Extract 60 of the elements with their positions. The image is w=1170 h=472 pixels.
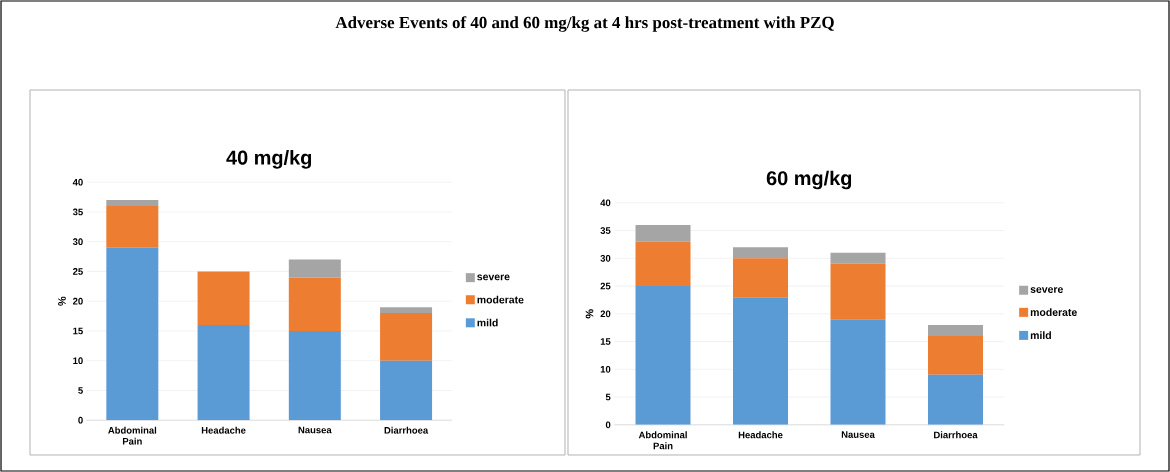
y-tick-label: 30 <box>72 238 83 246</box>
bar <box>197 325 250 421</box>
bar <box>928 374 984 425</box>
bar <box>106 206 159 248</box>
y-tick-label: 5 <box>605 393 611 401</box>
bar <box>733 297 789 425</box>
y-tick-label: 15 <box>600 338 611 345</box>
y-tick-label: 30 <box>600 254 611 262</box>
bar <box>635 286 691 425</box>
legend-label: moderate <box>477 295 524 304</box>
y-tick-label: 10 <box>600 365 611 373</box>
y-tick-label: 40 <box>600 199 611 207</box>
x-tick-label: Headache <box>201 426 246 434</box>
bar <box>928 324 984 337</box>
bar <box>288 259 341 278</box>
y-axis-title: % <box>585 309 594 319</box>
bar <box>635 225 691 242</box>
bar <box>106 247 159 421</box>
bar <box>733 258 789 298</box>
x-tick-label: Abdominal Pain <box>108 426 157 445</box>
y-tick-label: 10 <box>73 357 83 365</box>
y-tick-label: 25 <box>600 282 611 290</box>
legend-label: mild <box>1030 331 1051 340</box>
bar <box>830 263 886 320</box>
y-tick-label: 0 <box>605 421 611 429</box>
y-tick-label: 5 <box>78 387 83 394</box>
bar <box>830 252 886 264</box>
legend-label: moderate <box>1030 308 1077 316</box>
y-tick-label: 20 <box>72 297 83 305</box>
x-tick-label: Diarrhoea <box>934 431 978 439</box>
y-tick-label: 20 <box>600 310 611 318</box>
x-tick-label: Abdominal Pain <box>638 431 687 450</box>
bar <box>380 360 433 421</box>
x-tick-label: Headache <box>738 431 783 439</box>
x-tick-label: Diarrhoea <box>384 426 429 434</box>
x-tick-label: Nausea <box>298 426 332 434</box>
bar <box>928 336 984 375</box>
bar <box>380 313 433 361</box>
y-tick-label: 25 <box>72 268 83 275</box>
y-tick-label: 15 <box>73 327 83 335</box>
y-tick-label: 35 <box>72 208 83 216</box>
legend-label: mild <box>477 318 498 327</box>
legend-label: severe <box>477 274 510 281</box>
y-tick-label: 0 <box>78 416 83 424</box>
bar <box>197 271 250 326</box>
bar <box>106 200 159 207</box>
bar <box>635 241 691 287</box>
x-tick-label: Nausea <box>841 431 875 438</box>
bar <box>830 319 886 425</box>
y-tick-label: 40 <box>72 178 83 186</box>
bar <box>288 277 341 331</box>
chart-title: 40 mg/kg <box>226 150 312 169</box>
bar <box>288 330 341 421</box>
chart-title: 60 mg/kg <box>766 170 852 190</box>
legend-label: severe <box>1030 287 1063 293</box>
bar <box>733 247 789 259</box>
y-axis-title: % <box>58 296 66 306</box>
bar <box>380 307 433 314</box>
text: Adverse Events of 40 and 60 mg/kg at 4 hrs post-treatment with PZQ <box>335 16 834 32</box>
y-tick-label: 35 <box>600 227 611 234</box>
